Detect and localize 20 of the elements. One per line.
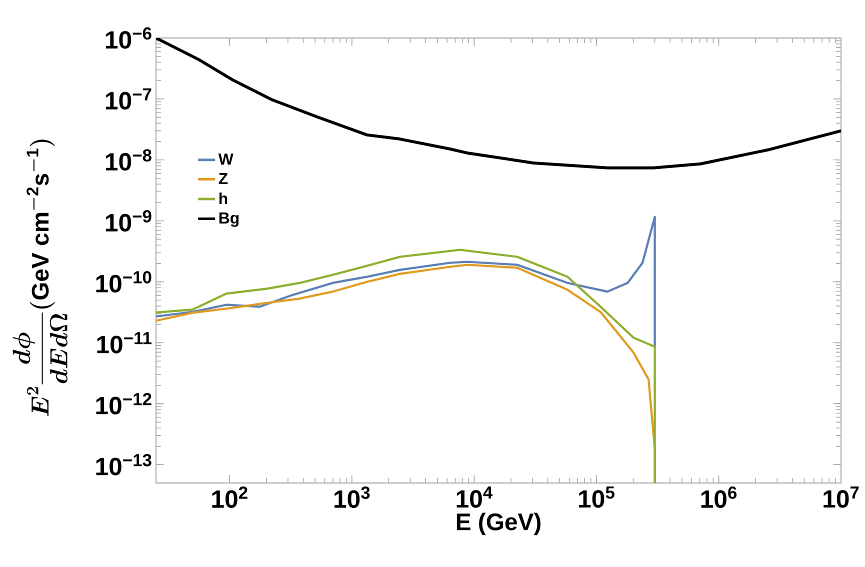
y-tick-label: 10$^{−6}$ [106,27,152,49]
y-tick-label: 10$^{−13}$ [96,454,152,476]
x-axis-title: E (GeV) [456,512,540,536]
x-tick-label: 10$^{5}$ [579,486,614,508]
legend-label: Bg [219,212,239,227]
x-tick-label: 10$^{2}$ [212,486,248,508]
legend-label: h [219,192,228,204]
y-tick-label: 10$^{−10}$ [96,271,152,293]
y-axis-title: $E^{2}\frac{d\phi}{dEd\Omega}(\mathrm{GeV\ cm^{-2}s^{-1}})$ [12,140,68,416]
y-tick-label: 10$^{−9}$ [106,210,152,232]
y-tick-label: 10$^{−12}$ [96,393,152,414]
y-tick-label: 10$^{−11}$ [97,332,152,354]
x-tick-label: 10$^{7}$ [824,486,859,508]
legend-label: W [218,154,234,165]
legend-label: Z [218,173,228,184]
x-tick-label: 10$^{4}$ [456,486,493,508]
x-tick-label: 10$^{6}$ [701,486,737,508]
x-tick-label: 10$^{3}$ [334,486,370,508]
y-tick-label: 10$^{−7}$ [106,88,152,110]
y-tick-label: 10$^{−8}$ [106,149,152,171]
